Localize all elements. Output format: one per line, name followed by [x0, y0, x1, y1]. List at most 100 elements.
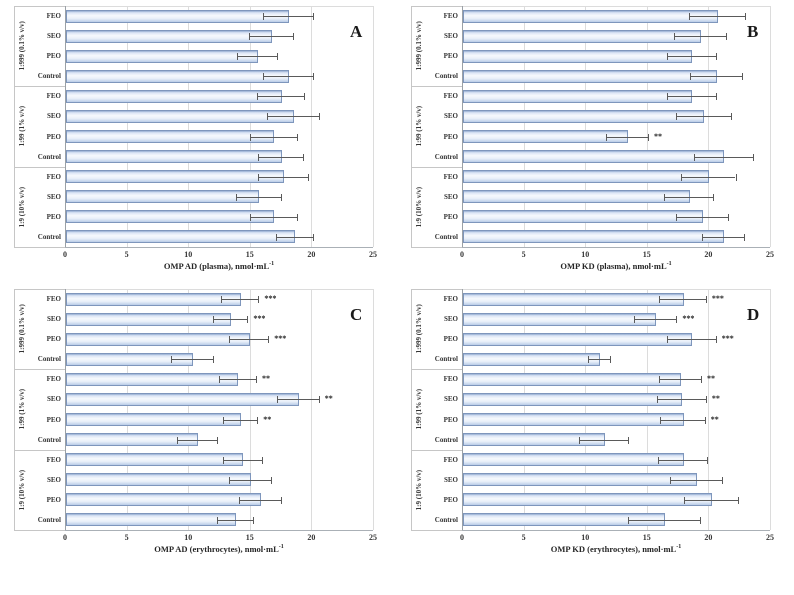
- error-bar-cap-left: [666, 53, 668, 61]
- bar-seo: [463, 109, 705, 123]
- category-label: FEO: [443, 172, 458, 181]
- bar-feo: [66, 372, 239, 386]
- label-area-border: [411, 289, 412, 530]
- error-bar: [676, 116, 731, 118]
- gridline: [708, 6, 710, 247]
- category-label: Control: [434, 232, 458, 241]
- panel-b: B OMP KD (plasma), nmol·mL-1 0 5 10 15 20 25 1…: [397, 0, 794, 283]
- error-bar: [656, 399, 706, 401]
- x-axis-title-a: OMP AD (plasma), nmol·mL-1: [65, 261, 373, 271]
- category-label: PEO: [443, 52, 458, 61]
- x-axis-title-sup: -1: [269, 261, 275, 268]
- error-bar-cap-right: [292, 33, 294, 41]
- bar-seo: [463, 312, 657, 326]
- group-separator: [14, 6, 65, 7]
- panel-letter-b: B: [747, 22, 759, 41]
- error-bar: [670, 479, 722, 481]
- error-bar-cap-right: [730, 113, 732, 121]
- bar-control: [463, 433, 605, 447]
- category-label: PEO: [46, 415, 61, 424]
- x-tick-label: 10: [184, 533, 193, 542]
- gridline: [646, 6, 648, 247]
- error-bar-cap-right: [312, 13, 314, 21]
- error-bar-cap-left: [666, 93, 668, 101]
- category-label: SEO: [46, 395, 61, 404]
- error-bar-cap-right: [705, 296, 707, 304]
- error-bar-cap-right: [257, 416, 259, 424]
- category-axis-line: [462, 6, 463, 247]
- error-bar-cap-left: [673, 33, 675, 41]
- error-bar-cap-right: [312, 233, 314, 241]
- category-label: Control: [434, 355, 458, 364]
- error-bar-cap-right: [705, 396, 707, 404]
- error-bar-cap-left: [666, 336, 668, 344]
- bar-feo: [66, 9, 289, 23]
- error-bar-cap-right: [255, 376, 257, 384]
- error-bar-cap-left: [664, 193, 666, 201]
- error-bar-cap-right: [318, 396, 320, 404]
- category-label: Control: [434, 72, 458, 81]
- x-tick-label: 15: [642, 250, 651, 259]
- x-tick-label: 0: [460, 250, 464, 259]
- label-area-border: [14, 289, 15, 530]
- error-bar-cap-right: [715, 53, 717, 61]
- error-bar: [666, 56, 716, 58]
- significance-marker: ***: [274, 333, 287, 343]
- group-separator: [411, 369, 462, 371]
- category-label: Control: [37, 435, 61, 444]
- error-bar-cap-left: [693, 153, 695, 161]
- x-axis-title-text: OMP KD (erythrocytes), nmol·mL: [550, 544, 677, 554]
- error-bar: [657, 459, 708, 461]
- bar-feo: [463, 292, 684, 306]
- error-bar-cap-right: [262, 456, 264, 464]
- error-bar: [263, 76, 313, 78]
- bar-control: [463, 150, 725, 164]
- bar-peo: [463, 413, 684, 426]
- bar-feo: [463, 453, 684, 467]
- error-bar-cap-left: [676, 113, 678, 121]
- error-bar-cap-left: [657, 456, 659, 464]
- x-axis-title-c: OMP AD (erythrocytes), nmol·mL-1: [65, 544, 373, 554]
- error-bar-cap-right: [725, 33, 727, 41]
- bar-control: [463, 69, 717, 83]
- error-bar-cap-right: [721, 476, 723, 484]
- error-bar-cap-left: [634, 316, 636, 324]
- error-bar-cap-right: [268, 336, 270, 344]
- error-bar-cap-right: [302, 153, 304, 161]
- category-label: Control: [434, 515, 458, 524]
- gridline: [585, 6, 587, 247]
- error-bar-cap-right: [676, 316, 678, 324]
- error-bar-cap-right: [307, 173, 309, 181]
- gridline: [770, 289, 771, 530]
- category-label: PEO: [443, 415, 458, 424]
- error-bar: [276, 399, 319, 401]
- gridline: [311, 289, 313, 530]
- error-bar-cap-right: [728, 213, 730, 221]
- x-tick-label: 20: [307, 250, 316, 259]
- x-axis-line: [14, 530, 373, 531]
- bar-peo: [66, 493, 261, 507]
- x-tick-label: 15: [642, 533, 651, 542]
- category-label: PEO: [46, 212, 61, 221]
- panel-letter-d: D: [747, 305, 760, 324]
- error-bar: [219, 379, 256, 381]
- significance-marker: **: [707, 374, 715, 384]
- category-axis-line: [65, 289, 66, 530]
- gridline: [646, 289, 648, 530]
- category-label: PEO: [46, 495, 61, 504]
- group-separator: [411, 449, 462, 451]
- error-bar-cap-left: [656, 396, 658, 404]
- error-bar: [263, 16, 313, 18]
- bar-control: [463, 230, 725, 244]
- error-bar: [606, 136, 649, 138]
- error-bar: [689, 76, 742, 78]
- error-bar: [267, 116, 319, 118]
- error-bar: [238, 499, 281, 501]
- significance-marker: ***: [682, 313, 695, 323]
- group-separator: [411, 289, 462, 290]
- x-tick-label: 25: [766, 533, 774, 542]
- error-bar-cap-right: [737, 496, 739, 504]
- panel-letter-c: C: [350, 305, 363, 324]
- bar-peo: [66, 130, 275, 143]
- plot-area-top-border: [462, 6, 770, 7]
